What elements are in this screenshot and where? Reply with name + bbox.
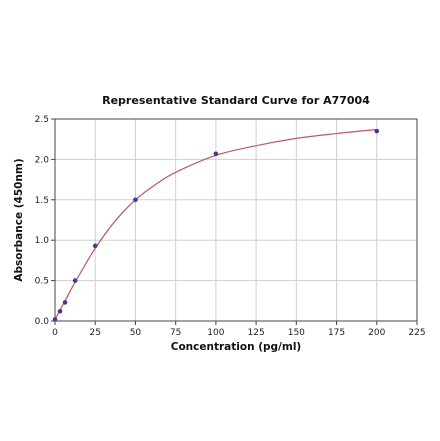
y-tick-labels: 0.0 0.5 1.0 1.5 2.0 2.5 (35, 115, 50, 327)
x-tick-label: 225 (408, 328, 425, 338)
plot-frame (54, 118, 418, 322)
chart-title: Representative Standard Curve for A77004 (102, 94, 370, 107)
data-point (62, 300, 68, 305)
data-point (92, 243, 98, 249)
x-tick-label: 175 (328, 328, 345, 338)
data-point (52, 317, 58, 322)
x-tick-label: 25 (89, 328, 100, 338)
data-point (57, 309, 63, 314)
y-tick-label: 2.0 (35, 155, 50, 165)
x-tick-label: 100 (207, 328, 224, 338)
x-tick-label: 50 (130, 328, 142, 338)
axis-ticks (51, 118, 418, 325)
x-tick-label: 75 (170, 328, 181, 338)
data-point (213, 151, 219, 157)
grid-lines (54, 118, 418, 322)
y-tick-label: 0.0 (35, 317, 50, 327)
y-tick-label: 0.5 (35, 277, 49, 287)
x-tick-labels: 0 25 50 75 100 125 150 175 200 225 (52, 328, 425, 338)
y-tick-label: 1.5 (35, 196, 49, 206)
data-points (52, 128, 380, 322)
y-axis-label: Absorbance (450nm) (13, 158, 25, 281)
x-axis-label: Concentration (pg/ml) (171, 341, 301, 353)
data-point (374, 128, 380, 134)
x-tick-label: 125 (248, 328, 265, 338)
data-point (133, 197, 138, 203)
y-tick-label: 2.5 (35, 115, 49, 125)
y-tick-label: 1.0 (35, 236, 50, 246)
x-tick-label: 200 (368, 328, 385, 338)
data-point (72, 278, 78, 283)
x-tick-label: 150 (288, 328, 305, 338)
x-tick-label: 0 (52, 328, 58, 338)
